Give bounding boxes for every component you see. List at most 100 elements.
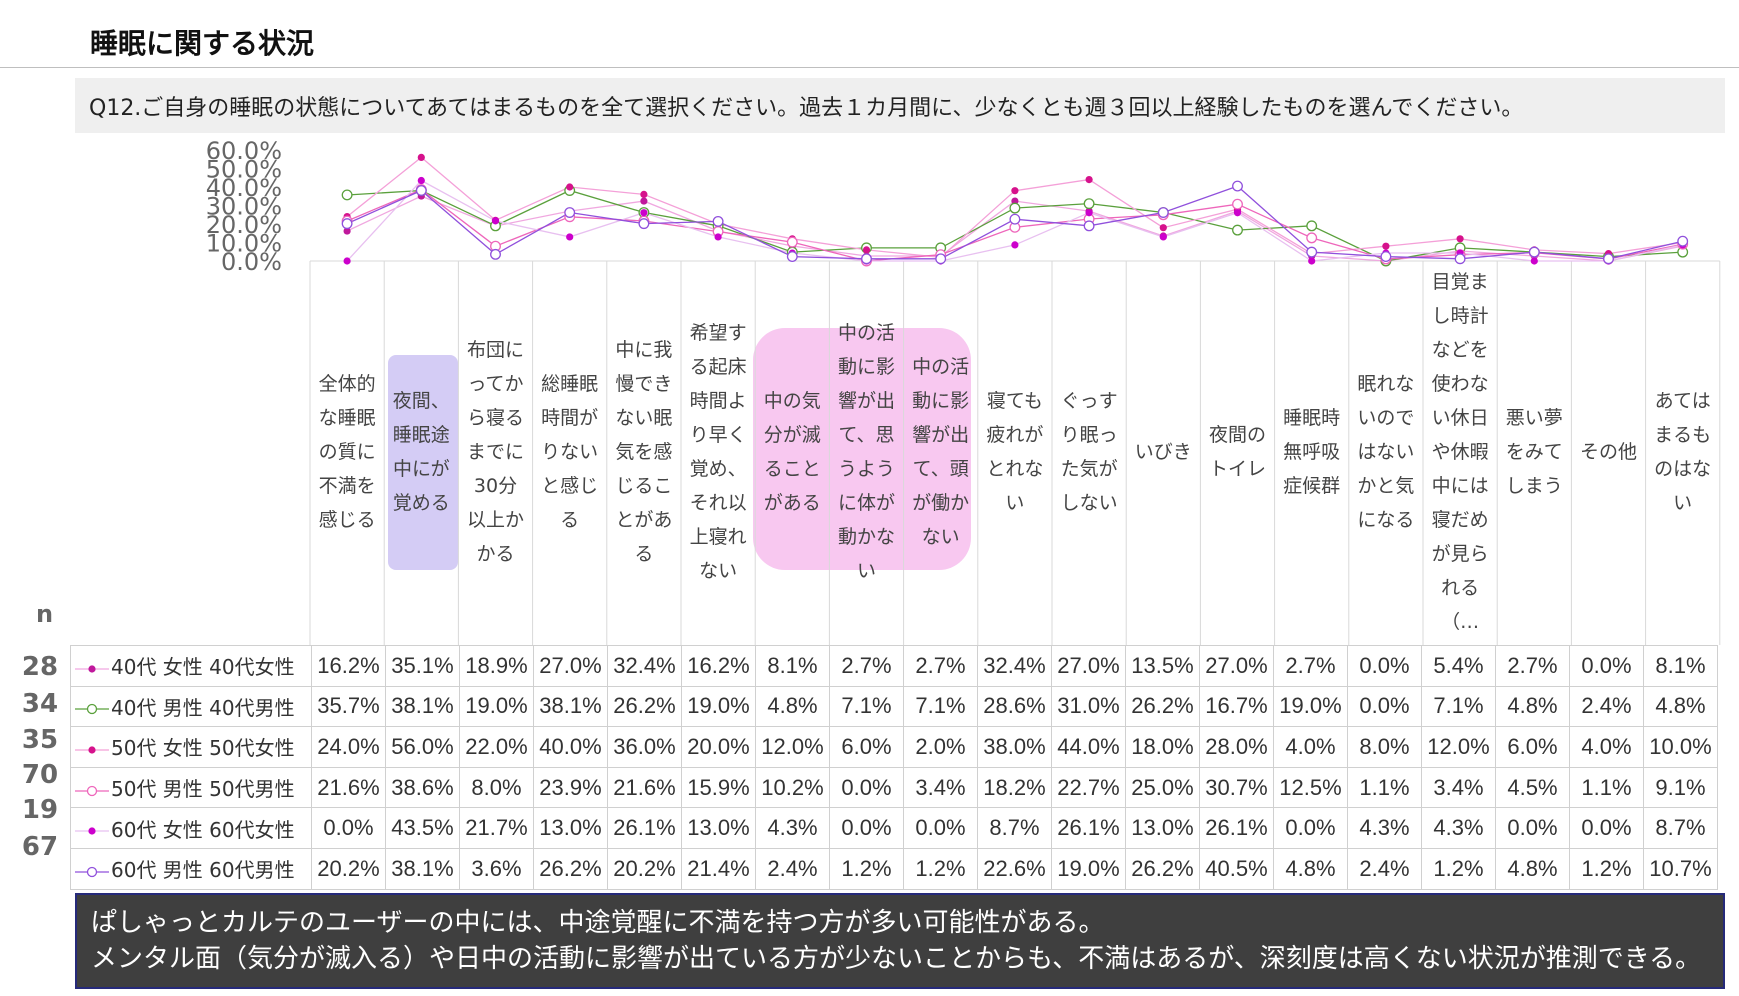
data-cell: 28.6% xyxy=(977,685,1052,728)
category-label-11: いびき xyxy=(1126,262,1200,642)
data-cell: 3.6% xyxy=(459,847,534,890)
y-tick-label: 50.0% xyxy=(206,156,282,184)
category-label-text: 中の気分が滅ることがある xyxy=(763,390,821,514)
data-point-s1-c0 xyxy=(341,189,353,201)
data-cell: 3.4% xyxy=(903,766,978,809)
data-cell: 4.0% xyxy=(1273,726,1348,768)
data-cell: 7.1% xyxy=(829,685,904,728)
conclusion-line-1: ぱしゃっとカルテのユーザーの中には、中途覚醒に不満を持つ方が多い可能性がある。 xyxy=(91,908,1105,938)
category-label-16: 悪い夢をみてしまう xyxy=(1497,262,1571,642)
category-label-text: 希望する起床時間より早く覚め、それ以上寝れない xyxy=(689,322,747,582)
table-row: 60代 男性 60代男性 20.2% 38.1% 3.6% 26.2% 20.2% 21.4… xyxy=(70,847,1718,890)
data-cell: 26.2% xyxy=(1125,685,1200,728)
table-row: 60代 女性 60代女性 0.0% 43.5% 21.7% 13.0% 26.1% 13.0… xyxy=(70,807,1718,849)
data-point-s5-c2 xyxy=(490,248,501,260)
legend-cell: 40代 女性 40代女性 xyxy=(70,645,312,687)
highlight-purple-box xyxy=(388,355,458,570)
category-label-text: 中の活動に影響が出て、思うように体が動かない xyxy=(837,322,895,582)
data-cell: 35.7% xyxy=(311,685,386,728)
data-cell: 8.7% xyxy=(1643,807,1718,849)
data-point-s4-c4 xyxy=(640,209,648,217)
data-point-s0-c9 xyxy=(1011,197,1019,205)
data-cell: 40.5% xyxy=(1199,847,1274,890)
category-label-5: 希望する起床時間より早く覚め、それ以上寝れない xyxy=(681,262,755,642)
legend-marker-icon xyxy=(73,784,111,798)
data-cell: 4.3% xyxy=(1421,807,1496,849)
n-value-1: 34 xyxy=(21,689,59,719)
data-cell: 16.2% xyxy=(681,645,756,687)
data-point-s3-c13 xyxy=(1306,232,1318,244)
data-point-s2-c4 xyxy=(640,190,648,198)
data-point-s5-c13 xyxy=(1306,246,1318,258)
category-label-8: 中の活動に影響が出て、頭が働かない xyxy=(904,262,978,642)
data-cell: 0.0% xyxy=(903,807,978,849)
data-point-s4-c3 xyxy=(566,233,574,241)
data-cell: 2.4% xyxy=(1347,847,1422,890)
data-point-s4-c12 xyxy=(1233,209,1242,217)
data-cell: 16.2% xyxy=(311,645,386,687)
conclusion-box: ぱしゃっとカルテのユーザーの中には、中途覚醒に不満を持つ方が多い可能性がある。 … xyxy=(75,893,1725,989)
data-cell: 18.9% xyxy=(459,645,534,687)
category-label-7: 中の活動に影響が出て、思うように体が動かない xyxy=(829,262,903,642)
category-label-14: 眠れないのではないかと気になる xyxy=(1349,262,1423,642)
y-tick-label: 40.0% xyxy=(206,174,282,202)
data-point-s5-c11 xyxy=(1157,207,1169,218)
data-cell: 0.0% xyxy=(311,807,386,849)
data-cell: 7.1% xyxy=(1421,685,1496,728)
category-label-text: 眠れないのではないかと気になる xyxy=(1357,373,1415,531)
n-value-2: 35 xyxy=(21,725,59,755)
data-cell: 1.2% xyxy=(829,847,904,890)
legend-cell: 40代 男性 40代男性 xyxy=(70,685,312,728)
data-cell: 26.2% xyxy=(607,685,682,728)
data-cell: 8.7% xyxy=(977,807,1052,849)
table-row: 40代 男性 40代男性 35.7% 38.1% 19.0% 38.1% 26.2% 19.… xyxy=(70,685,1718,728)
data-cell: 21.6% xyxy=(607,766,682,809)
legend-cell: 60代 女性 60代女性 xyxy=(70,807,312,849)
data-cell: 13.0% xyxy=(533,807,608,849)
category-label-text: 夜間のトイレ xyxy=(1208,424,1266,480)
data-cell: 4.8% xyxy=(1273,847,1348,890)
data-cell: 5.4% xyxy=(1421,645,1496,687)
data-point-s2-c7 xyxy=(862,246,871,254)
data-cell: 0.0% xyxy=(1273,807,1348,849)
data-point-s5-c8 xyxy=(935,253,947,265)
data-cell: 22.7% xyxy=(1051,766,1126,809)
data-cell: 13.0% xyxy=(681,807,756,849)
category-label-2: 布団にってから寝るまでに30分以上かかる xyxy=(458,262,532,642)
series-points xyxy=(341,153,1689,267)
category-label-text: いびき xyxy=(1134,441,1192,463)
data-cell: 10.2% xyxy=(755,766,830,809)
category-label-12: 夜間のトイレ xyxy=(1200,262,1274,642)
data-cell: 13.5% xyxy=(1125,645,1200,687)
category-label-3: 総睡眠時間がりないと感じる xyxy=(533,262,607,642)
question-text: Q12.ご自身の睡眠の状態についてあてはまるものを全て選択ください。過去１カ月間… xyxy=(75,78,1725,133)
data-point-s5-c0 xyxy=(341,218,353,230)
data-point-s4-c0 xyxy=(343,257,351,265)
data-cell: 32.4% xyxy=(607,645,682,687)
data-point-s4-c2 xyxy=(491,217,500,225)
y-tick-label: 60.0% xyxy=(206,137,282,165)
legend-series-name: 60代 女性 60代女性 xyxy=(111,817,295,842)
data-cell: 20.0% xyxy=(681,726,756,768)
title-divider xyxy=(0,67,1739,68)
data-cell: 21.6% xyxy=(311,766,386,809)
data-cell: 36.0% xyxy=(607,726,682,768)
data-cell: 19.0% xyxy=(1273,685,1348,728)
data-cell: 2.7% xyxy=(903,645,978,687)
page-title: 睡眠に関する状況 xyxy=(90,27,315,60)
data-cell: 19.0% xyxy=(459,685,534,728)
data-cell: 38.1% xyxy=(385,847,460,890)
data-cell: 25.0% xyxy=(1125,766,1200,809)
data-cell: 1.2% xyxy=(903,847,978,890)
data-point-s1-c10 xyxy=(1083,198,1095,210)
data-cell: 27.0% xyxy=(533,645,608,687)
legend-series-name: 50代 女性 50代女性 xyxy=(111,736,295,761)
data-cell: 8.1% xyxy=(755,645,830,687)
category-label-text: 夜間、睡眠途中にが覚める xyxy=(392,390,450,514)
data-cell: 4.8% xyxy=(1643,685,1718,728)
data-point-s2-c1 xyxy=(417,153,425,161)
legend-series-name: 40代 男性 40代男性 xyxy=(111,695,295,720)
data-point-s1-c9 xyxy=(1009,202,1021,214)
conclusion-line-2: メンタル面（気分が滅入る）や日中の活動に影響が出ている方が少ないことからも、不満… xyxy=(91,944,1702,974)
legend-series-name: 60代 男性 60代男性 xyxy=(111,858,295,883)
